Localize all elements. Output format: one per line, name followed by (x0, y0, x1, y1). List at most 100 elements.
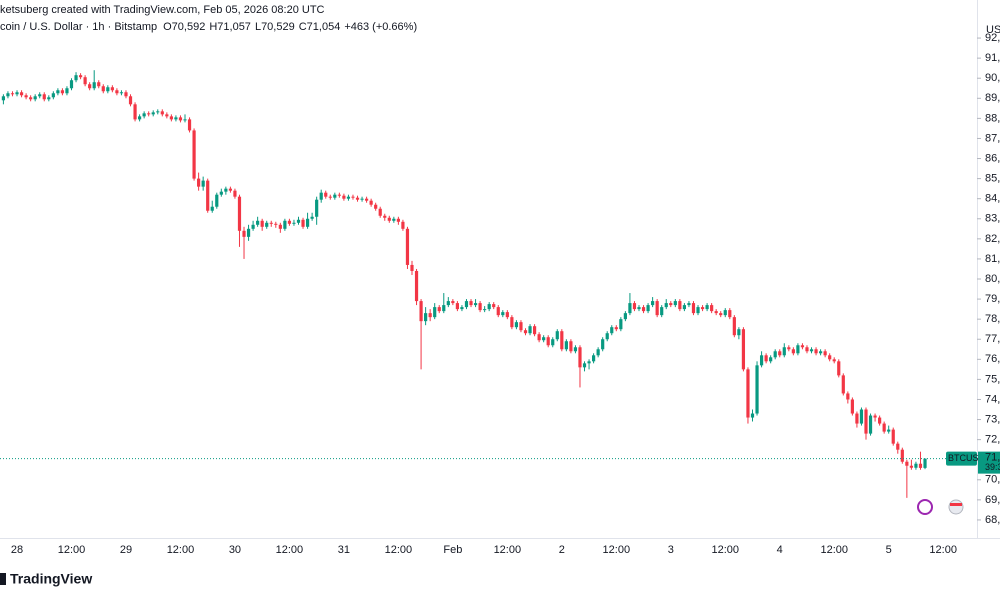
candle-body (101, 86, 105, 92)
header-item: L (255, 21, 261, 33)
header-item: H (209, 21, 217, 33)
price-tag-label: 71,054 (985, 452, 1000, 464)
x-tick-label: 30 (229, 544, 241, 556)
y-tick-label: 92,000 (985, 32, 1000, 44)
price-tag (978, 451, 1000, 474)
candle-body (296, 219, 301, 223)
y-tick-label: 69,000 (985, 494, 1000, 506)
candle-body (660, 307, 664, 316)
candle-body (51, 93, 55, 98)
candle-body (115, 90, 119, 94)
candle-body (791, 349, 795, 354)
y-tick-label: 82,000 (985, 233, 1000, 245)
header-item: C (299, 21, 307, 33)
x-tick-label: 12:00 (494, 544, 522, 556)
candle-body (519, 322, 523, 331)
candle-body (242, 230, 246, 237)
header-item: 70,529 (261, 21, 295, 33)
candle-body (378, 208, 382, 216)
currency-label: USD (986, 24, 1000, 36)
y-tick-label: 85,000 (985, 173, 1000, 185)
candle-body (210, 206, 214, 211)
candle-body (224, 188, 228, 192)
candle-body (750, 413, 755, 418)
candle-body (923, 458, 927, 468)
candle-body (215, 194, 219, 207)
candle-body (437, 307, 441, 312)
y-tick-label: 80,000 (985, 273, 1000, 285)
candle-body (523, 330, 528, 334)
candle-body (614, 327, 618, 330)
candle-body (133, 104, 137, 120)
candle-body (446, 301, 450, 306)
candle-body (682, 305, 686, 310)
candle-body (360, 198, 364, 200)
candle-body (510, 317, 514, 328)
candle-body (19, 92, 24, 96)
candle-body (673, 301, 677, 306)
candle-body (396, 218, 400, 222)
candle-body (305, 218, 310, 227)
candle-body (369, 200, 373, 205)
y-tick-label: 91,000 (985, 52, 1000, 64)
y-tick-label: 72,000 (985, 434, 1000, 446)
candle-body (669, 303, 673, 306)
candle-body (678, 301, 682, 310)
candle-body (1, 96, 5, 101)
candle-body (859, 409, 864, 424)
header-item: 70,592 (172, 21, 206, 33)
candle-body (138, 116, 142, 120)
candle-body (787, 347, 791, 350)
y-tick-label: 79,000 (985, 293, 1000, 305)
candle-body (365, 198, 369, 201)
candle-body (755, 365, 759, 414)
candle-body (605, 333, 609, 340)
y-tick-label: 76,000 (985, 353, 1000, 365)
candle-body (442, 305, 446, 312)
y-tick-label: 77,000 (985, 333, 1000, 345)
candle-body (455, 303, 459, 310)
candle-body (192, 130, 196, 179)
candle-body (632, 303, 637, 310)
candle-body (564, 341, 568, 350)
candle-body (691, 303, 696, 314)
candle-body (315, 199, 319, 217)
candle-body (265, 222, 269, 227)
candle-body (891, 429, 895, 444)
x-tick-label: 29 (120, 544, 132, 556)
candle-body (29, 97, 33, 100)
candle-body (283, 220, 287, 229)
candle-body (319, 192, 323, 200)
logo: TradingView (0, 571, 92, 587)
candle-body (700, 307, 705, 310)
candle-body (419, 301, 423, 322)
candle-body (592, 355, 596, 362)
candle-body (251, 224, 255, 229)
candle-body (351, 196, 355, 198)
candle-body (569, 341, 573, 352)
candle-body (769, 357, 773, 362)
candle-body (47, 97, 51, 100)
x-tick-label: 4 (777, 544, 783, 556)
candle-body (183, 119, 187, 121)
candle-body (864, 409, 868, 434)
icon (950, 503, 962, 506)
candle-body (532, 326, 537, 335)
y-tick-label: 90,000 (985, 72, 1000, 84)
candle-body (74, 75, 78, 81)
header-item: coin / U.S. Dollar · 1h · Bitstamp (0, 21, 157, 33)
candle-body (773, 351, 777, 358)
candle-body (732, 317, 736, 336)
candle-body (355, 197, 360, 200)
candle-body (796, 345, 800, 354)
plot-area (1, 70, 927, 498)
y-tick-label: 86,000 (985, 152, 1000, 164)
candle-body (337, 194, 341, 196)
candle-body (187, 119, 192, 131)
x-tick-label: 12:00 (58, 544, 86, 556)
candle-body (623, 313, 627, 320)
candle-body (478, 303, 482, 311)
